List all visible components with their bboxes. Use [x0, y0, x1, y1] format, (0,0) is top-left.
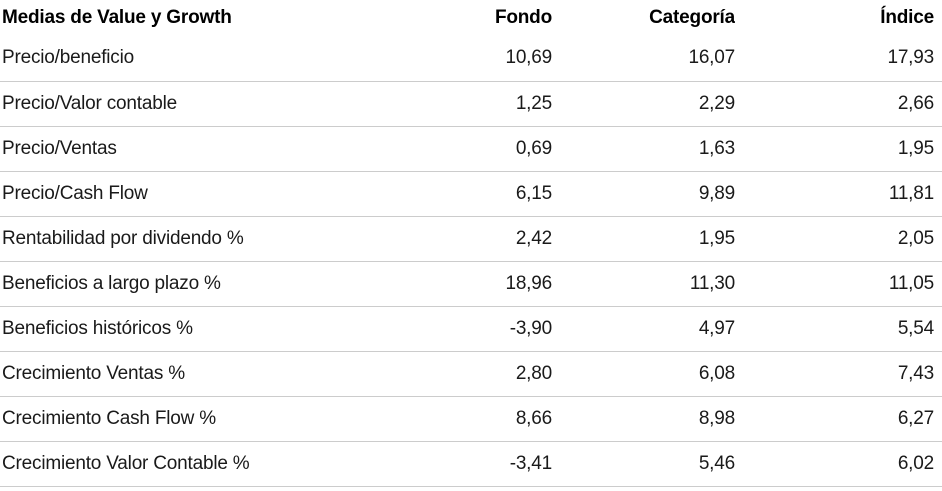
cell-fondo: -3,41	[360, 441, 552, 487]
row-label: Crecimiento Ventas %	[0, 351, 360, 397]
table-row: Crecimiento Ventas % 2,80 6,08 7,43	[0, 351, 942, 397]
row-label: Beneficios históricos %	[0, 306, 360, 352]
cell-categoria: 5,46	[552, 441, 735, 487]
cell-indice: 17,93	[735, 36, 942, 82]
column-header-fondo: Fondo	[494, 7, 552, 28]
table-row: Beneficios históricos % -3,90 4,97 5,54	[0, 306, 942, 352]
row-label: Beneficios a largo plazo %	[0, 261, 360, 307]
table-row: Precio/Valor contable 1,25 2,29 2,66	[0, 81, 942, 127]
cell-indice: 6,27	[735, 396, 942, 442]
table-title: Medias de Value y Growth	[2, 7, 232, 28]
cell-fondo: 10,69	[360, 36, 552, 82]
table-row: Precio/Ventas 0,69 1,63 1,95	[0, 126, 942, 172]
table-row: Crecimiento Cash Flow % 8,66 8,98 6,27	[0, 396, 942, 442]
row-label: Crecimiento Cash Flow %	[0, 396, 360, 442]
cell-categoria: 9,89	[552, 171, 735, 217]
cell-categoria: 6,08	[552, 351, 735, 397]
cell-fondo: 1,25	[360, 81, 552, 127]
table-row: Rentabilidad por dividendo % 2,42 1,95 2,05	[0, 216, 942, 262]
cell-categoria: 11,30	[552, 261, 735, 307]
cell-fondo: 18,96	[360, 261, 552, 307]
cell-indice: 6,02	[735, 441, 942, 487]
cell-categoria: 1,95	[552, 216, 735, 262]
cell-fondo: 0,69	[360, 126, 552, 172]
column-header-categoria: Categoría	[649, 7, 735, 28]
cell-indice: 11,05	[735, 261, 942, 307]
row-label: Precio/Ventas	[0, 126, 360, 172]
cell-fondo: -3,90	[360, 306, 552, 352]
table-row: Crecimiento Valor Contable % -3,41 5,46 6,0…	[0, 441, 942, 487]
cell-indice: 2,05	[735, 216, 942, 262]
cell-categoria: 2,29	[552, 81, 735, 127]
cell-categoria: 1,63	[552, 126, 735, 172]
cell-indice: 5,54	[735, 306, 942, 352]
cell-indice: 7,43	[735, 351, 942, 397]
cell-categoria: 4,97	[552, 306, 735, 352]
cell-indice: 1,95	[735, 126, 942, 172]
row-label: Precio/Cash Flow	[0, 171, 360, 217]
cell-fondo: 2,42	[360, 216, 552, 262]
table-row: Precio/Cash Flow 6,15 9,89 11,81	[0, 171, 942, 217]
table-header-row: Medias de Value y Growth Fondo Categoría…	[0, 0, 942, 36]
cell-categoria: 8,98	[552, 396, 735, 442]
row-label: Crecimiento Valor Contable %	[0, 441, 360, 487]
cell-fondo: 2,80	[360, 351, 552, 397]
cell-fondo: 6,15	[360, 171, 552, 217]
cell-indice: 2,66	[735, 81, 942, 127]
table-row: Beneficios a largo plazo % 18,96 11,30 11,0…	[0, 261, 942, 307]
column-header-indice: Índice	[880, 7, 934, 28]
row-label: Precio/beneficio	[0, 36, 360, 82]
cell-fondo: 8,66	[360, 396, 552, 442]
row-label: Rentabilidad por dividendo %	[0, 216, 360, 262]
cell-categoria: 16,07	[552, 36, 735, 82]
row-label: Precio/Valor contable	[0, 81, 360, 127]
table-row: Precio/beneficio 10,69 16,07 17,93	[0, 36, 942, 82]
cell-indice: 11,81	[735, 171, 942, 217]
